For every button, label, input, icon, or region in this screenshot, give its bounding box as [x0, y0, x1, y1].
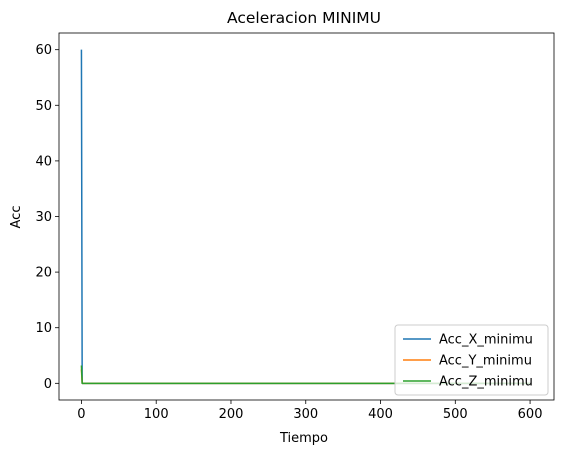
y-tick-label: 30 — [35, 210, 52, 225]
x-axis-title: Tiempo — [279, 431, 328, 446]
y-tick-label: 0 — [44, 377, 52, 392]
chart-title: Aceleracion MINIMU — [227, 9, 381, 27]
y-tick-label: 50 — [35, 99, 52, 114]
y-tick-label: 60 — [35, 43, 52, 58]
x-tick-label: 500 — [443, 407, 468, 422]
x-tick-label: 400 — [368, 407, 393, 422]
legend-label-1: Acc_X_minimu — [439, 333, 533, 348]
x-tick-label: 200 — [219, 407, 244, 422]
x-tick-label: 600 — [518, 407, 543, 422]
legend-box — [394, 324, 549, 396]
legend: Acc_X_minimu Acc_Y_minimu Acc_Z_minimu — [394, 324, 549, 396]
series-line-3 — [80, 365, 531, 385]
x-tick-label: 100 — [144, 407, 169, 422]
plot-area: 0 100 200 300 400 500 600 0 10 20 30 40 50 60 — [35, 32, 555, 422]
y-axis-title: Acc — [9, 206, 24, 229]
y-tick-label: 20 — [35, 266, 52, 281]
legend-label-2: Acc_Y_minimu — [439, 354, 532, 369]
x-tick-label: 0 — [77, 407, 85, 422]
legend-label-3: Acc_Z_minimu — [439, 375, 533, 390]
y-tick-label: 40 — [35, 154, 52, 169]
x-tick-label: 300 — [293, 407, 318, 422]
y-tick-label: 10 — [35, 321, 52, 336]
